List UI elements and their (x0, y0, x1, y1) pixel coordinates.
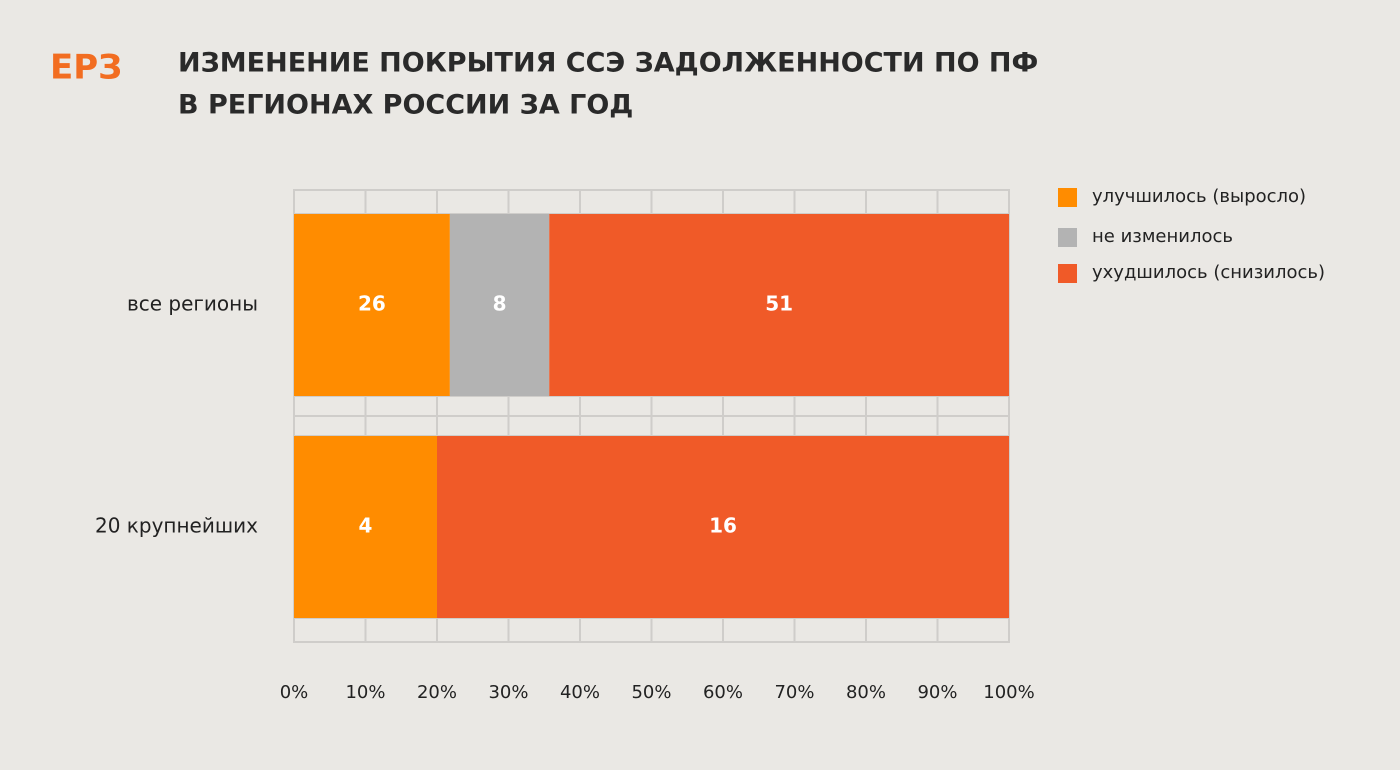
category-label: 20 крупнейших (95, 514, 258, 538)
x-tick-label: 30% (488, 682, 528, 703)
bar-segment (294, 436, 437, 618)
value-label: 26 (358, 292, 386, 316)
value-label: 8 (493, 292, 507, 316)
bar-segment (437, 436, 1009, 618)
x-tick-label: 40% (560, 682, 600, 703)
value-label: 51 (765, 292, 793, 316)
x-tick-label: 70% (774, 682, 814, 703)
x-tick-label: 80% (846, 682, 886, 703)
bar-segment (549, 214, 1009, 396)
value-label: 4 (359, 514, 373, 538)
category-label: все регионы (127, 292, 258, 316)
legend-swatch (1058, 264, 1077, 283)
x-tick-label: 20% (417, 682, 457, 703)
chart-title: ИЗМЕНЕНИЕ ПОКРЫТИЯ ССЭ ЗАДОЛЖЕННОСТИ ПО … (178, 48, 1038, 79)
logo: ЕРЗ (50, 48, 122, 88)
x-tick-label: 100% (983, 682, 1034, 703)
x-tick-label: 60% (703, 682, 743, 703)
value-label: 16 (709, 514, 737, 538)
legend-label: улучшилось (выросло) (1092, 186, 1306, 207)
legend-label: не изменилось (1092, 226, 1233, 247)
legend-swatch (1058, 228, 1077, 247)
x-tick-label: 0% (280, 682, 309, 703)
chart-title: В РЕГИОНАХ РОССИИ ЗА ГОД (178, 90, 633, 121)
bar-segment (294, 214, 450, 396)
x-tick-label: 10% (345, 682, 385, 703)
legend-swatch (1058, 188, 1077, 207)
x-tick-label: 50% (631, 682, 671, 703)
x-tick-label: 90% (917, 682, 957, 703)
bar-segment (449, 214, 550, 396)
legend-label: ухудшилось (снизилось) (1092, 262, 1325, 283)
